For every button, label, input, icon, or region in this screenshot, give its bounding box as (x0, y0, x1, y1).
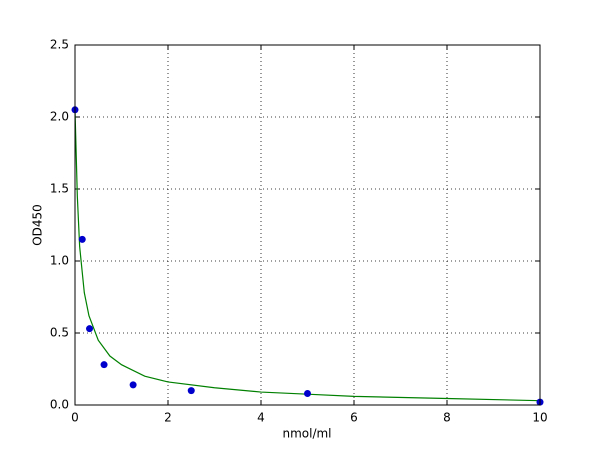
data-point (78, 235, 86, 243)
x-axis-label: nmol/ml (282, 427, 331, 441)
y-tick-label: 2.5 (50, 38, 69, 52)
y-tick-label: 0.0 (50, 398, 69, 412)
data-point (86, 325, 94, 333)
x-tick-label: 2 (164, 411, 172, 425)
y-tick-label: 0.5 (50, 326, 69, 340)
x-tick-label: 6 (350, 411, 358, 425)
data-point (129, 381, 137, 389)
plot-frame (74, 44, 541, 406)
fit-curve (74, 109, 541, 402)
y-axis-label: OD450 (31, 204, 45, 246)
x-tick-label: 8 (443, 411, 451, 425)
x-tick-label: 4 (257, 411, 265, 425)
y-tick-label: 1.0 (50, 254, 69, 268)
y-tick-label: 1.5 (50, 182, 69, 196)
y-tick-label: 2.0 (50, 110, 69, 124)
x-tick-label: 10 (532, 411, 547, 425)
x-tick-label: 0 (71, 411, 79, 425)
data-point (187, 387, 195, 395)
data-point (304, 389, 311, 397)
data-point (100, 361, 108, 369)
